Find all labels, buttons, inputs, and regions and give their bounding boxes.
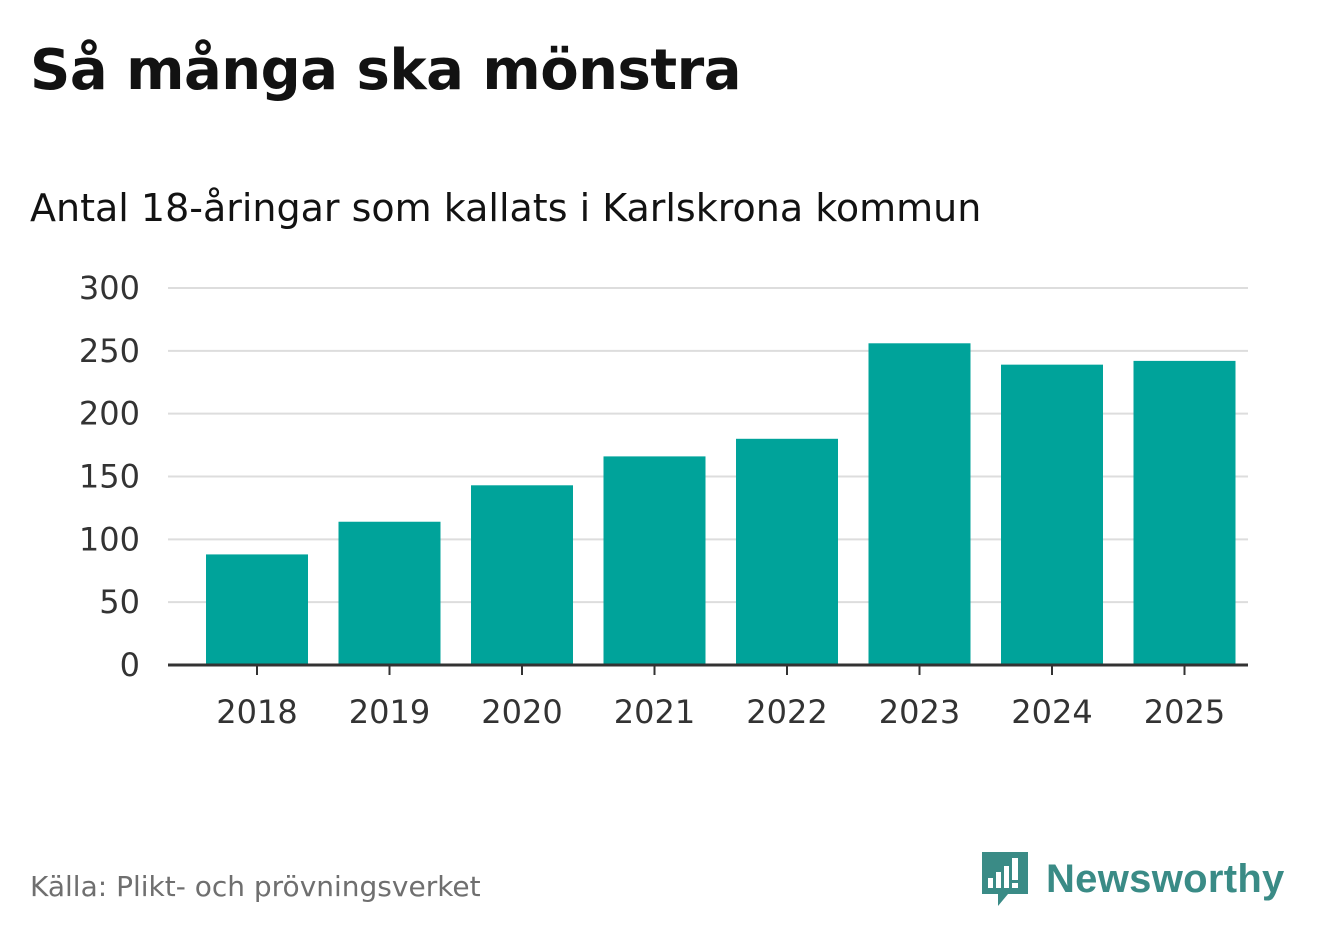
brand-name: Newsworthy [1046, 856, 1285, 901]
y-tick-label: 200 [79, 395, 140, 433]
bar-2022 [736, 438, 838, 665]
bar-2021 [603, 456, 706, 665]
y-tick-label: 0 [120, 646, 140, 684]
y-tick-label: 150 [79, 458, 140, 496]
bar-2023 [868, 343, 971, 665]
bars [206, 343, 1236, 665]
x-tick-label: 2024 [1011, 693, 1092, 731]
x-tick-label: 2018 [216, 693, 297, 731]
bar-2018 [206, 554, 308, 665]
newsworthy-logo-icon [982, 852, 1028, 906]
bar-2024 [1001, 364, 1103, 665]
x-tick-label: 2022 [746, 693, 827, 731]
x-tick-label: 2019 [349, 693, 430, 731]
x-axis: 2018 2019 2020 2021 2022 2023 2024 2025 [168, 663, 1248, 731]
x-tick-label: 2021 [614, 693, 695, 731]
source-note: Källa: Plikt- och prövningsverket [30, 870, 481, 903]
y-tick-label: 50 [99, 583, 140, 621]
chart-title: Så många ska mönstra [30, 38, 742, 103]
y-tick-label: 250 [79, 332, 140, 370]
bar-2019 [338, 521, 441, 665]
x-tick-label: 2023 [879, 693, 960, 731]
brand-logo: Newsworthy [980, 848, 1285, 910]
y-tick-label: 300 [79, 269, 140, 307]
y-tick-label: 100 [79, 520, 140, 558]
bar-2020 [471, 485, 573, 665]
chart-subtitle: Antal 18-åringar som kallats i Karlskron… [30, 186, 982, 230]
y-axis-ticks: 0 50 100 150 200 250 300 [79, 269, 140, 684]
x-tick-label: 2020 [481, 693, 562, 731]
bar-2025 [1133, 360, 1236, 665]
x-tick-label: 2025 [1144, 693, 1225, 731]
